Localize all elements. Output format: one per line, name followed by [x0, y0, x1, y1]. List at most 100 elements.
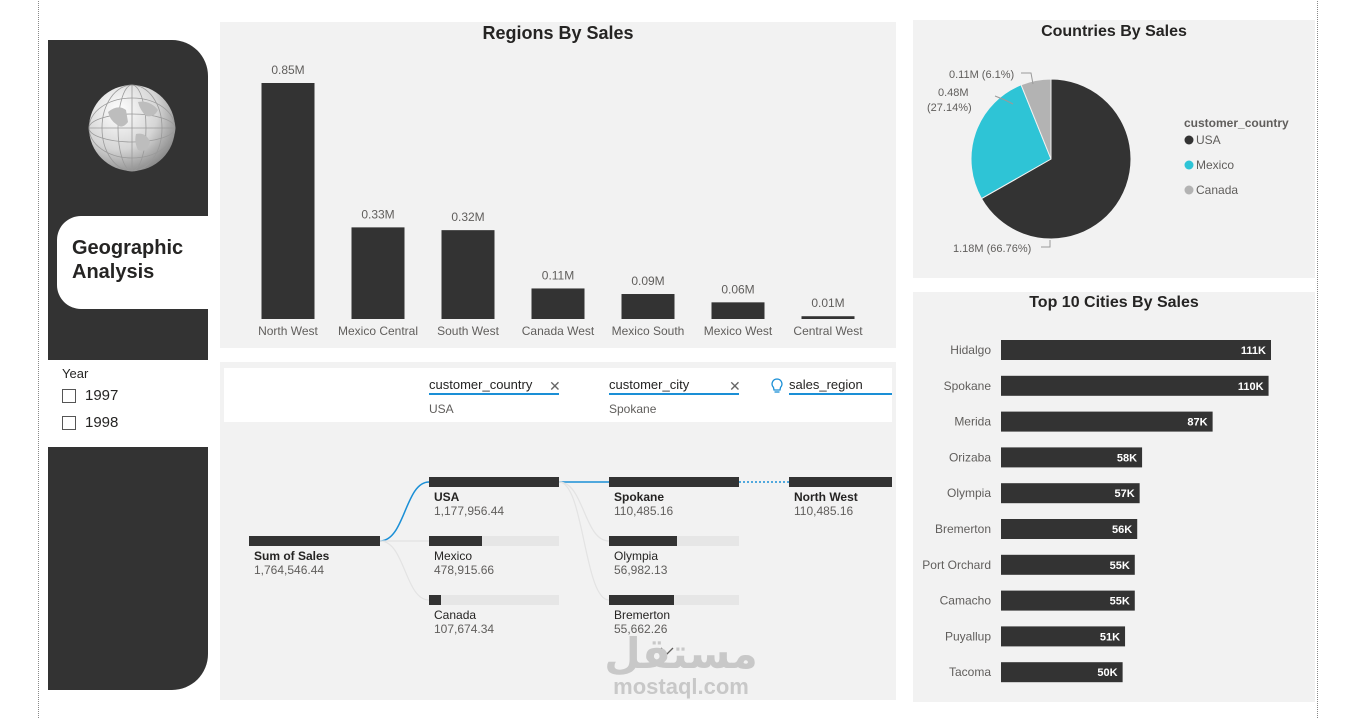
region-category-label: Canada West	[522, 324, 595, 338]
tree-node-name: Olympia	[614, 549, 659, 563]
globe-icon	[88, 84, 176, 172]
regions-bar-chart: 0.85M North West 0.33M Mexico Central 0.32M S…	[258, 63, 863, 338]
legend-item-mexico[interactable]: Mexico	[1196, 158, 1234, 172]
city-category-label: Hidalgo	[950, 343, 991, 357]
field-label: customer_country	[429, 377, 533, 392]
city-bar[interactable]	[1001, 662, 1123, 683]
report-frame	[38, 0, 1318, 718]
city-bar[interactable]	[1001, 483, 1140, 504]
tree-node-name: Bremerton	[614, 608, 671, 622]
sidebar: Geographic Analysis Year 1997 1998	[48, 40, 208, 690]
city-category-label: Olympia	[947, 486, 991, 500]
tree-node-value: 107,674.34	[434, 622, 495, 636]
field-value: USA	[429, 402, 454, 416]
legend-marker	[1184, 185, 1194, 195]
region-category-label: Mexico Central	[338, 324, 418, 338]
tree-header	[224, 368, 892, 422]
tree-node-value: 1,764,546.44	[254, 563, 325, 577]
tree-node-name: Spokane	[614, 490, 665, 504]
city-bar[interactable]	[1001, 411, 1213, 432]
region-bar[interactable]	[621, 294, 675, 319]
city-bar[interactable]	[1001, 519, 1138, 539]
region-bar[interactable]	[531, 288, 585, 319]
tree-node[interactable]	[429, 477, 559, 487]
report-title-line1: Geographic	[72, 237, 184, 259]
tree-node-name: USA	[434, 490, 460, 504]
city-bar[interactable]	[1001, 447, 1143, 468]
tree-connectors	[379, 481, 789, 655]
countries-chart-card: Countries By Sales 1.18M (66.76%) 0.48M (2…	[913, 20, 1315, 278]
region-bar[interactable]	[441, 230, 495, 319]
tree-node[interactable]	[429, 595, 559, 605]
tree-node[interactable]	[609, 595, 739, 605]
field-label: customer_city	[609, 377, 690, 392]
city-data-label: 56K	[1112, 524, 1132, 536]
city-bar[interactable]	[1001, 375, 1269, 396]
city-category-label: Tacoma	[949, 665, 991, 679]
tree-node-value: 478,915.66	[434, 563, 495, 577]
city-data-label: 111K	[1241, 345, 1266, 357]
field-sales-region[interactable]: sales_region	[789, 374, 892, 395]
tree-node-value: 110,485.16	[794, 504, 854, 518]
city-data-label: 87K	[1187, 417, 1207, 429]
region-category-label: Mexico South	[612, 324, 685, 338]
legend-item-canada[interactable]: Canada	[1196, 183, 1238, 197]
field-customer-city[interactable]: customer_city	[609, 374, 739, 395]
city-category-label: Port Orchard	[922, 558, 991, 572]
city-bar[interactable]	[1001, 626, 1126, 647]
report-title-line2: Analysis	[72, 261, 155, 283]
chevron-down-icon[interactable]	[660, 647, 674, 655]
city-data-label: 58K	[1117, 452, 1137, 464]
pie-slice-canada[interactable]	[1020, 78, 1052, 160]
city-category-label: Bremerton	[935, 522, 991, 536]
legend-item-usa[interactable]: USA	[1196, 133, 1221, 147]
region-bar[interactable]	[801, 316, 855, 319]
region-data-label: 0.01M	[811, 296, 844, 310]
pie-label-usa: 1.18M (66.76%)	[953, 243, 1031, 255]
watermark: مستقل mostaql.com	[596, 632, 766, 698]
tree-node-root[interactable]	[249, 536, 380, 546]
field-customer-country[interactable]: customer_country	[429, 374, 559, 395]
pie-slice-mexico[interactable]	[970, 84, 1052, 200]
region-category-label: South West	[437, 324, 499, 338]
city-bar[interactable]	[1001, 554, 1135, 575]
region-bar[interactable]	[351, 227, 405, 319]
tree-node[interactable]	[609, 536, 739, 546]
cities-chart-card: Top 10 Cities By Sales Hidalgo 111K Spokan…	[913, 292, 1315, 702]
decomposition-tree-card: customer_country ✕ USA customer_city ✕ S…	[220, 362, 896, 700]
tree-node-value: 1,177,956.44	[434, 504, 505, 518]
field-value: Spokane	[609, 402, 657, 416]
checkbox[interactable]	[62, 415, 76, 430]
checkbox[interactable]	[62, 388, 76, 403]
region-data-label: 0.85M	[271, 63, 304, 77]
close-icon[interactable]: ✕	[549, 378, 561, 394]
city-data-label: 50K	[1097, 667, 1117, 679]
pie-slice-usa[interactable]	[980, 78, 1132, 240]
tree-node-name: Mexico	[434, 549, 473, 563]
year-option-1997[interactable]: 1997	[62, 387, 208, 404]
field-label: sales_region	[789, 377, 863, 392]
legend-marker	[1184, 160, 1194, 170]
close-icon[interactable]: ✕	[729, 378, 741, 394]
regions-chart-title: Regions By Sales	[482, 23, 634, 43]
city-category-label: Camacho	[940, 594, 992, 608]
year-option-1998[interactable]: 1998	[62, 414, 208, 431]
region-bar[interactable]	[711, 302, 765, 319]
city-data-label: 51K	[1100, 631, 1120, 643]
lightbulb-icon[interactable]	[771, 378, 783, 394]
city-data-label: 55K	[1110, 596, 1130, 608]
city-bar[interactable]	[1001, 590, 1135, 611]
cities-bar-chart: Hidalgo 111K Spokane 110K Merida 87K Orizaba 58…	[922, 340, 1271, 683]
region-bar[interactable]	[261, 83, 315, 319]
pie-label-canada: 0.11M (6.1%)	[949, 69, 1014, 81]
legend-marker	[1184, 135, 1194, 145]
year-option-label: 1997	[85, 387, 119, 404]
tree-node[interactable]	[609, 477, 739, 487]
year-slicer-label: Year	[62, 366, 89, 381]
year-option-label: 1998	[85, 414, 119, 431]
tree-node[interactable]	[429, 536, 559, 546]
tree-node-name: North West	[794, 490, 858, 504]
pie-label-mexico: 0.48M	[938, 87, 969, 99]
tree-node[interactable]	[789, 477, 892, 487]
city-bar[interactable]	[1001, 340, 1271, 360]
